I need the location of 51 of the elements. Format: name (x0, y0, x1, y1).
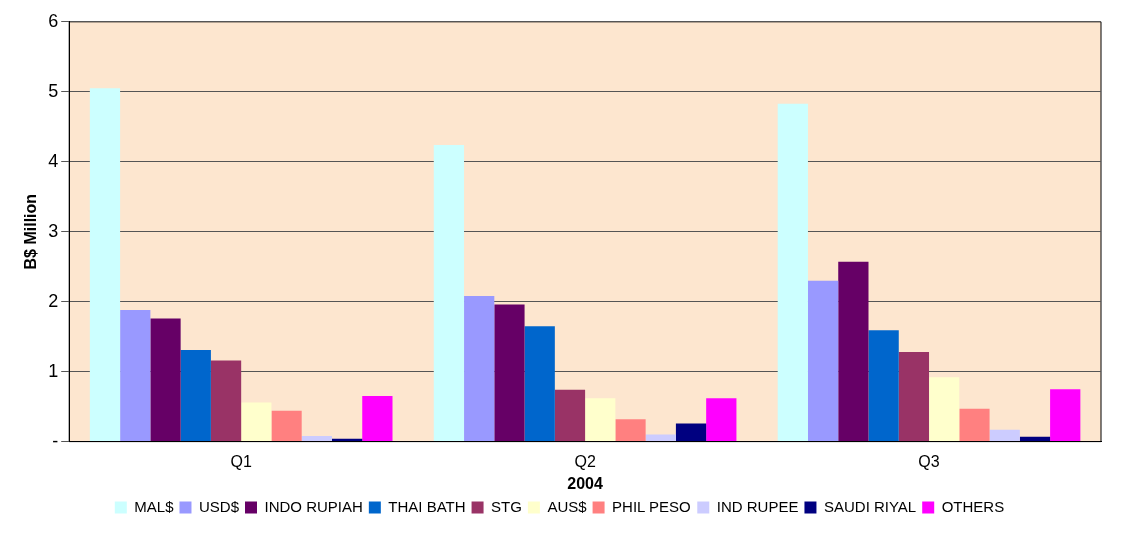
y-tick-label: 3 (48, 220, 59, 241)
bar (433, 144, 465, 442)
bar (554, 389, 586, 442)
bar (464, 296, 495, 442)
x-tick-label: Q1 (230, 452, 252, 470)
legend-label: STG (491, 497, 522, 515)
bar (150, 318, 181, 442)
y-tick-label: 2 (48, 290, 59, 311)
legend-label: INDO RUPIAH (264, 497, 363, 515)
y-tick-label: 1 (48, 360, 59, 381)
y-tick-label: 5 (48, 80, 59, 101)
y-tick-label: 4 (48, 150, 59, 171)
bar (929, 377, 960, 442)
y-tick-label: 6 (48, 10, 59, 31)
x-tick-label: Q3 (918, 452, 940, 470)
bar (838, 261, 869, 442)
bar (1050, 389, 1081, 442)
legend-label: MAL$ (134, 497, 175, 515)
bar (494, 304, 525, 442)
bar (524, 326, 555, 442)
legend-label: THAI BATH (388, 497, 466, 515)
bar (706, 398, 737, 442)
x-tick-label: Q2 (574, 452, 596, 470)
bar (362, 396, 393, 442)
bar (1019, 436, 1051, 442)
legend-label: PHIL PESO (612, 497, 691, 515)
bar (301, 436, 332, 442)
bar (585, 398, 616, 442)
bar (271, 410, 302, 442)
x-axis-title: 2004 (567, 474, 603, 492)
bar (89, 88, 121, 442)
bar (645, 434, 676, 442)
bar (615, 419, 646, 442)
legend-label: AUS$ (547, 497, 588, 515)
bar (241, 402, 272, 442)
bar (120, 310, 151, 442)
bar (210, 360, 242, 442)
bar (868, 330, 899, 442)
bar (898, 352, 930, 442)
bar (675, 423, 707, 442)
y-tick-label: - (52, 430, 59, 451)
legend-label: IND RUPEE (716, 497, 799, 515)
legend-label: USD$ (198, 497, 240, 515)
bar (807, 280, 839, 442)
legend-label: SAUDI RIYAL (823, 497, 917, 515)
bar (989, 429, 1020, 442)
bar (180, 349, 211, 442)
y-axis-title: B$ Million (22, 193, 40, 270)
bar (777, 103, 808, 442)
legend-label: OTHERS (941, 497, 1005, 515)
bar (959, 408, 990, 442)
